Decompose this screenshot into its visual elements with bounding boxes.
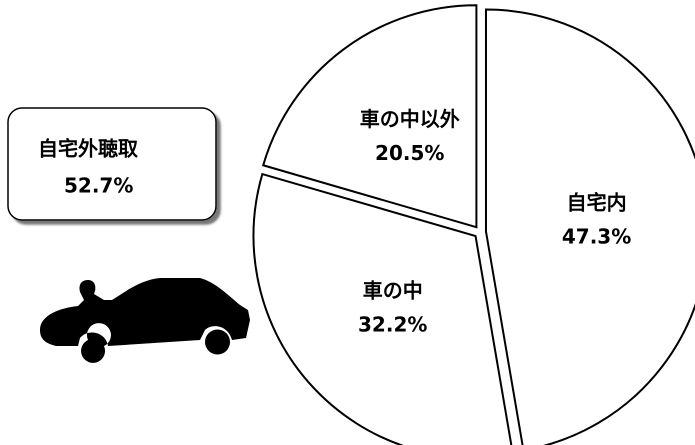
- slice-label: 自宅内: [567, 191, 627, 215]
- annotation-text: 自宅外聴取: [38, 137, 138, 161]
- slice-label: 車の中: [363, 278, 423, 302]
- pie-slice: [252, 172, 513, 445]
- callout-box: [7, 107, 217, 221]
- slice-value: 47.3%: [562, 225, 631, 249]
- pie-slice: [484, 8, 695, 445]
- slice-value: 20.5%: [375, 141, 444, 165]
- slice-label: 車の中以外: [360, 107, 460, 131]
- annotation-box: 自宅外聴取 52.7%: [7, 107, 217, 221]
- pie-slice: [261, 4, 478, 229]
- slice-value: 32.2%: [358, 312, 427, 336]
- annotation-value: 52.7%: [64, 174, 133, 198]
- car-icon: [40, 278, 250, 363]
